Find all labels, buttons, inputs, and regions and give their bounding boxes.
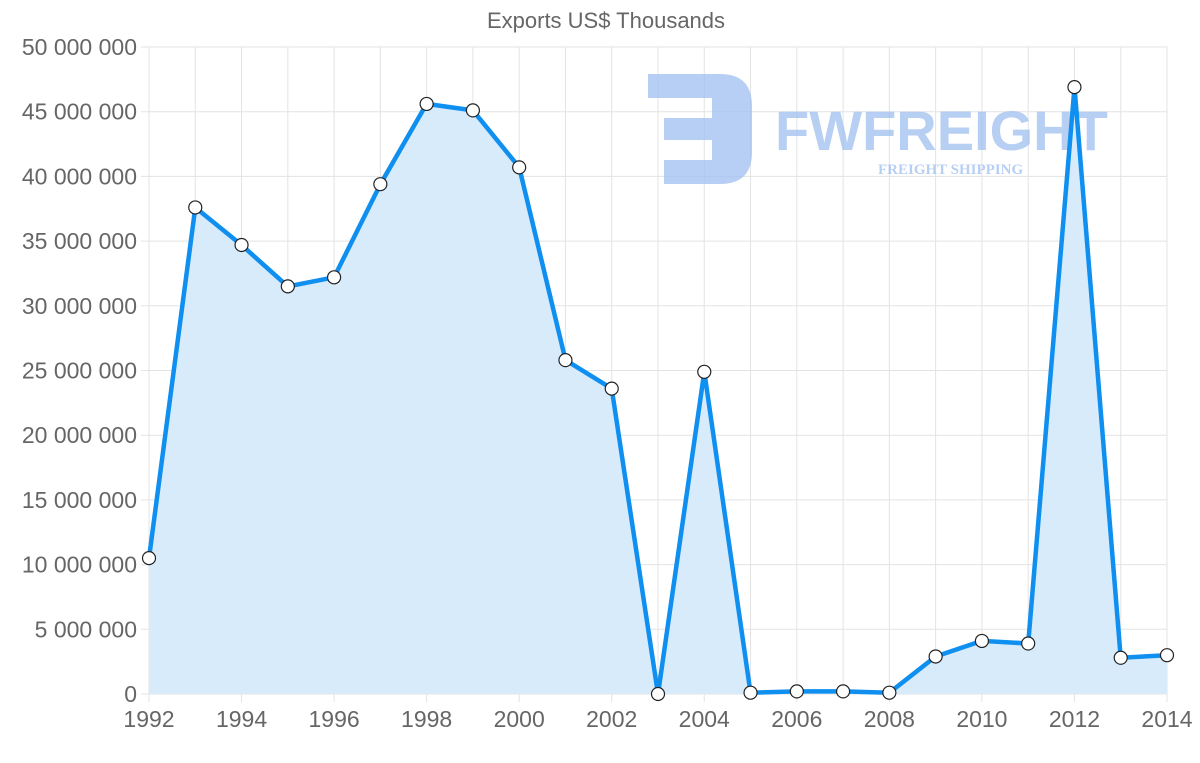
data-point-2012[interactable] [1067, 80, 1082, 95]
svg-text:35 000 000: 35 000 000 [22, 228, 137, 254]
data-point-2006[interactable] [789, 684, 804, 699]
data-point-1998[interactable] [419, 96, 434, 112]
data-point-2014[interactable] [1159, 648, 1175, 663]
data-point-2008[interactable] [882, 685, 897, 700]
svg-text:45 000 000: 45 000 000 [22, 99, 137, 125]
data-point-2001[interactable] [558, 353, 573, 368]
watermark-tagline: FREIGHT SHIPPING [878, 162, 1023, 178]
svg-text:2010: 2010 [956, 706, 1007, 732]
svg-text:10 000 000: 10 000 000 [22, 552, 137, 578]
data-point-2007[interactable] [835, 684, 851, 699]
data-point-2003[interactable] [650, 686, 666, 702]
x-axis-labels: 1992 1994 1996 1998 2000 2002 2004 2006 2008 2010… [123, 706, 1192, 732]
svg-text:1998: 1998 [401, 706, 452, 732]
data-point-2002[interactable] [604, 381, 619, 396]
svg-text:1996: 1996 [309, 706, 360, 732]
svg-text:2014: 2014 [1141, 706, 1192, 732]
svg-text:15 000 000: 15 000 000 [22, 487, 137, 513]
svg-text:2004: 2004 [679, 706, 730, 732]
svg-text:2012: 2012 [1049, 706, 1100, 732]
svg-text:2000: 2000 [494, 706, 545, 732]
data-point-1995[interactable] [280, 279, 295, 294]
data-point-1996[interactable] [326, 270, 342, 285]
area-fill [149, 87, 1167, 695]
data-point-1997[interactable] [373, 177, 388, 192]
data-points [141, 80, 1175, 702]
data-point-1993[interactable] [188, 200, 203, 215]
svg-text:1992: 1992 [123, 706, 174, 732]
svg-text:1994: 1994 [216, 706, 267, 732]
svg-text:5 000 000: 5 000 000 [35, 616, 137, 642]
data-point-2000[interactable] [512, 160, 527, 175]
svg-text:50 000 000: 50 000 000 [22, 34, 137, 60]
svg-text:0: 0 [124, 681, 137, 707]
svg-text:2002: 2002 [586, 706, 637, 732]
data-point-1992[interactable] [141, 551, 157, 566]
data-point-2010[interactable] [974, 633, 990, 649]
data-point-2013[interactable] [1113, 650, 1128, 665]
data-point-2011[interactable] [1021, 636, 1036, 651]
watermark-brand: FWFREIGHT [775, 99, 1108, 162]
svg-text:30 000 000: 30 000 000 [22, 293, 137, 319]
watermark-logo: FWFREIGHT FREIGHT SHIPPING [648, 74, 1108, 184]
data-point-1999[interactable] [465, 103, 481, 118]
svg-text:25 000 000: 25 000 000 [22, 358, 137, 384]
svg-text:2006: 2006 [771, 706, 822, 732]
data-point-2005[interactable] [743, 685, 758, 700]
chart-title: Exports US$ Thousands [486, 8, 726, 33]
data-point-1994[interactable] [234, 237, 249, 253]
data-point-2004[interactable] [697, 364, 712, 379]
svg-text:2008: 2008 [864, 706, 915, 732]
data-point-2009[interactable] [928, 649, 943, 664]
svg-text:40 000 000: 40 000 000 [22, 163, 137, 189]
svg-text:20 000 000: 20 000 000 [22, 422, 137, 448]
y-axis-labels: 0 5 000 000 10 000 000 15 000 000 20 000 000… [22, 34, 137, 707]
